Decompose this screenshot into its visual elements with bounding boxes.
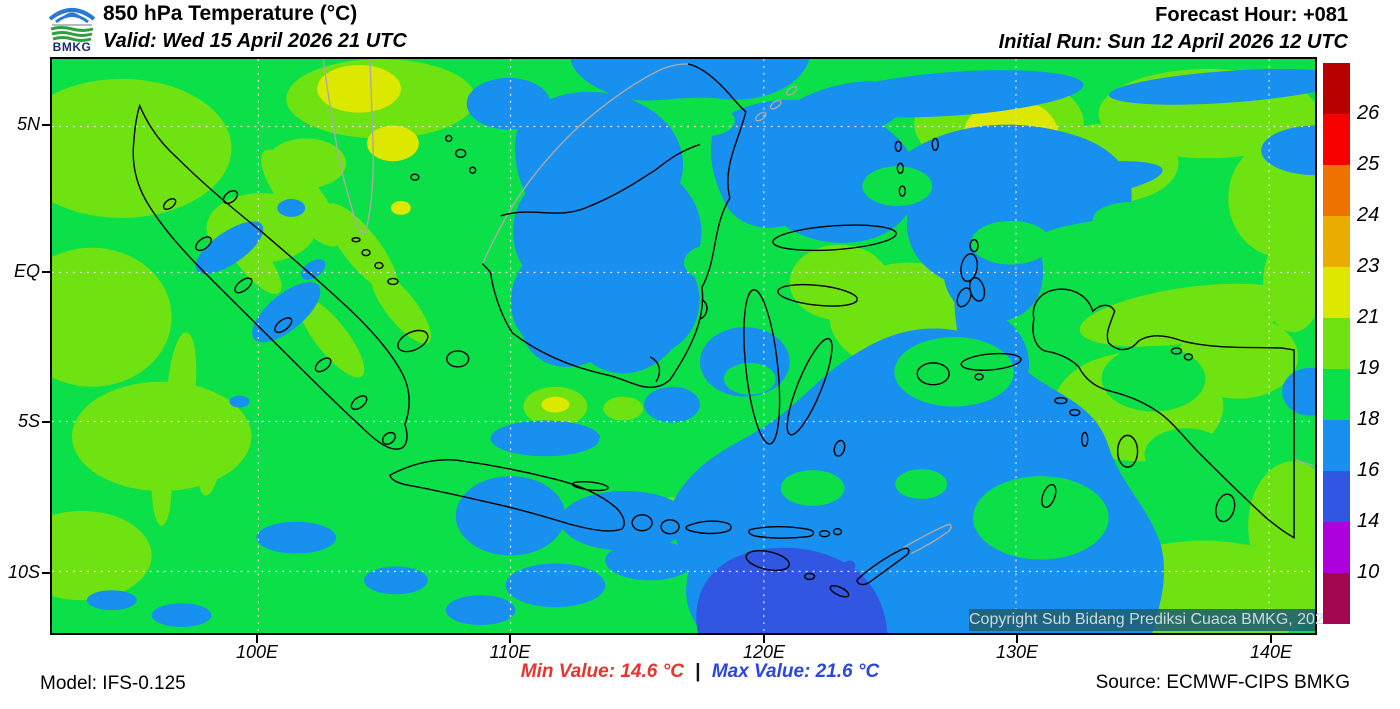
x-axis-tick (763, 635, 765, 643)
x-axis-label-120e: 120E (742, 642, 786, 662)
map-panel: Copyright Sub Bidang Prediksi Cuaca BMKG… (50, 57, 1333, 635)
y-axis-tick (42, 421, 50, 423)
y-axis-tick (42, 572, 50, 574)
colorbar-segment (1323, 267, 1350, 318)
y-axis-label-10s: 10S (7, 562, 40, 582)
colorbar-label: 16 (1357, 459, 1380, 481)
x-axis-label-110e: 110E (489, 642, 531, 662)
colorbar-segment (1323, 63, 1350, 114)
y-axis-tick (42, 124, 50, 126)
green-patches (598, 104, 1229, 560)
colorbar-segment (1323, 471, 1350, 522)
x-axis-label-100e: 100E (235, 642, 279, 662)
x-axis-label-130e: 130E (995, 642, 1039, 662)
y-axis-label-5s: 5S (17, 411, 40, 431)
x-axis-tick (1016, 635, 1018, 643)
band-14-16 (696, 547, 888, 633)
colorbar-segment (1323, 369, 1350, 420)
page-title: 850 hPa Temperature (°C) (103, 2, 358, 25)
max-value: Max Value: 21.6 °C (711, 661, 880, 682)
colorbar-label: 23 (1357, 255, 1380, 277)
colorbar-label: 18 (1357, 408, 1380, 430)
coastlines (132, 63, 1295, 598)
y-axis-label-eq: EQ (13, 261, 40, 281)
colorbar-label: 25 (1357, 153, 1380, 175)
source-label: Source: ECMWF-CIPS BMKG (1095, 672, 1350, 693)
bmkg-logo-text: BMKG (52, 40, 92, 54)
colorbar-label: 14 (1357, 510, 1380, 532)
x-axis-tick (509, 635, 511, 643)
colorbar-label: 21 (1357, 306, 1380, 328)
graticule (52, 59, 1315, 633)
minmax-line: Min Value: 14.6 °C | Max Value: 21.6 °C (0, 661, 1400, 683)
copyright-banner: Copyright Sub Bidang Prediksi Cuaca BMKG… (969, 609, 1333, 631)
colorbar-label: 10 (1357, 561, 1380, 583)
colorbar-segment (1323, 216, 1350, 267)
colorbar-segment (1323, 165, 1350, 216)
colorbar-segment (1323, 420, 1350, 471)
colorbar-label: 26 (1357, 102, 1380, 124)
colorbar-segment (1323, 573, 1350, 624)
model-label: Model: IFS-0.125 (40, 673, 186, 694)
colorbar-segment (1323, 522, 1350, 573)
min-value: Min Value: 14.6 °C (520, 661, 684, 682)
x-axis-tick (256, 635, 258, 643)
x-axis-label-140e: 140E (1249, 642, 1293, 662)
colorbar (1323, 63, 1350, 624)
temperature-map (52, 59, 1315, 633)
y-axis-tick (42, 271, 50, 273)
valid-time: Valid: Wed 15 April 2026 21 UTC (103, 30, 407, 52)
initial-run: Initial Run: Sun 12 April 2026 12 UTC (998, 31, 1348, 53)
minmax-separator: | (695, 661, 701, 682)
forecast-hour: Forecast Hour: +081 (1155, 4, 1348, 26)
bmkg-logo-icon (48, 8, 96, 42)
colorbar-label: 24 (1357, 204, 1380, 226)
y-axis-label-5n: 5N (16, 114, 40, 134)
colorbar-segment (1323, 114, 1350, 165)
x-axis-tick (1270, 635, 1272, 643)
colorbar-label: 19 (1357, 357, 1380, 379)
colorbar-segment (1323, 318, 1350, 369)
